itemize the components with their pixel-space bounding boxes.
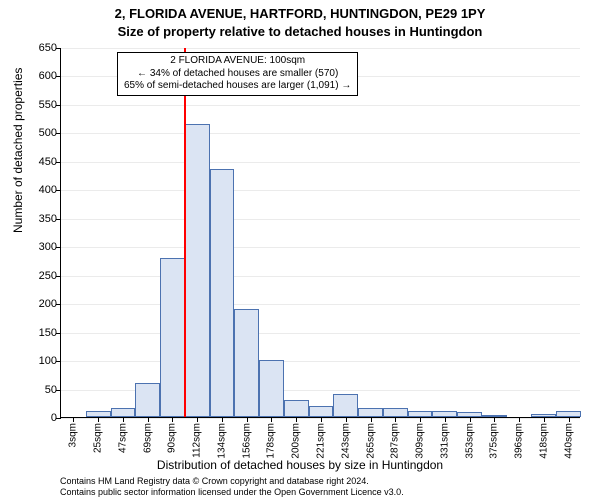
- x-tick-mark: [172, 417, 173, 422]
- y-tick-label: 0: [51, 412, 57, 424]
- x-tick-mark: [470, 417, 471, 422]
- x-tick-label: 25sqm: [93, 423, 104, 453]
- grid-line: [61, 133, 580, 134]
- x-tick-label: 265sqm: [365, 423, 376, 459]
- y-tick-label: 150: [39, 327, 57, 339]
- grid-line: [61, 247, 580, 248]
- y-tick-label: 550: [39, 99, 57, 111]
- reference-line: [184, 48, 186, 417]
- y-tick-label: 350: [39, 213, 57, 225]
- annotation-line-1: 2 FLORIDA AVENUE: 100sqm: [124, 55, 351, 68]
- chart-root: 2, FLORIDA AVENUE, HARTFORD, HUNTINGDON,…: [0, 0, 600, 500]
- footer-line-3: Contains public sector information licen…: [60, 487, 404, 498]
- grid-line: [61, 48, 580, 49]
- bar: [259, 360, 284, 417]
- y-tick-label: 250: [39, 270, 57, 282]
- y-tick-label: 600: [39, 70, 57, 82]
- x-tick-mark: [445, 417, 446, 422]
- y-tick-label: 450: [39, 156, 57, 168]
- y-tick-label: 200: [39, 298, 57, 310]
- x-tick-mark: [222, 417, 223, 422]
- x-tick-mark: [148, 417, 149, 422]
- y-tick-label: 400: [39, 184, 57, 196]
- y-tick-label: 500: [39, 127, 57, 139]
- x-tick-label: 418sqm: [538, 423, 549, 459]
- x-tick-mark: [247, 417, 248, 422]
- x-tick-label: 3sqm: [68, 423, 79, 447]
- x-tick-mark: [346, 417, 347, 422]
- x-tick-label: 309sqm: [415, 423, 426, 459]
- grid-line: [61, 276, 580, 277]
- grid-line: [61, 162, 580, 163]
- x-tick-label: 200sqm: [291, 423, 302, 459]
- x-tick-mark: [569, 417, 570, 422]
- footer-line-1: Contains HM Land Registry data © Crown c…: [60, 476, 404, 487]
- grid-line: [61, 219, 580, 220]
- x-tick-label: 69sqm: [142, 423, 153, 453]
- x-tick-label: 178sqm: [266, 423, 277, 459]
- bar: [135, 383, 160, 417]
- bar: [185, 124, 210, 417]
- x-tick-mark: [197, 417, 198, 422]
- annotation-line-2: ← 34% of detached houses are smaller (57…: [124, 68, 351, 81]
- x-tick-label: 134sqm: [216, 423, 227, 459]
- y-tick-label: 300: [39, 241, 57, 253]
- y-axis-label: Number of detached properties: [11, 68, 25, 233]
- bar: [309, 406, 334, 417]
- grid-line: [61, 361, 580, 362]
- x-axis-label: Distribution of detached houses by size …: [0, 458, 600, 472]
- y-tick-label: 650: [39, 42, 57, 54]
- x-tick-label: 90sqm: [167, 423, 178, 453]
- annotation-line-3: 65% of semi-detached houses are larger (…: [124, 80, 351, 93]
- x-tick-label: 287sqm: [390, 423, 401, 459]
- x-tick-label: 353sqm: [464, 423, 475, 459]
- x-tick-label: 331sqm: [439, 423, 450, 459]
- annotation-box: 2 FLORIDA AVENUE: 100sqm ← 34% of detach…: [117, 52, 358, 96]
- bar: [333, 394, 358, 417]
- grid-line: [61, 105, 580, 106]
- bar: [358, 408, 383, 417]
- x-tick-mark: [494, 417, 495, 422]
- plot-area: 0501001502002503003504004505005506006503…: [60, 48, 580, 418]
- x-tick-mark: [296, 417, 297, 422]
- x-tick-label: 156sqm: [241, 423, 252, 459]
- x-tick-mark: [395, 417, 396, 422]
- x-tick-label: 440sqm: [563, 423, 574, 459]
- y-tick-label: 100: [39, 355, 57, 367]
- x-tick-label: 396sqm: [514, 423, 525, 459]
- x-tick-mark: [420, 417, 421, 422]
- x-tick-mark: [98, 417, 99, 422]
- bar: [383, 408, 408, 417]
- x-tick-mark: [544, 417, 545, 422]
- bar: [284, 400, 309, 417]
- x-tick-mark: [123, 417, 124, 422]
- x-tick-label: 47sqm: [117, 423, 128, 453]
- chart-title-main: 2, FLORIDA AVENUE, HARTFORD, HUNTINGDON,…: [0, 6, 600, 21]
- footer: Contains HM Land Registry data © Crown c…: [0, 476, 404, 498]
- grid-line: [61, 190, 580, 191]
- chart-title-sub: Size of property relative to detached ho…: [0, 24, 600, 39]
- x-tick-label: 243sqm: [340, 423, 351, 459]
- x-tick-mark: [321, 417, 322, 422]
- x-tick-mark: [371, 417, 372, 422]
- x-tick-mark: [271, 417, 272, 422]
- y-tick-label: 50: [45, 384, 57, 396]
- bar: [234, 309, 259, 417]
- bar: [160, 258, 185, 417]
- grid-line: [61, 333, 580, 334]
- bar: [111, 408, 136, 417]
- x-tick-mark: [519, 417, 520, 422]
- x-tick-label: 112sqm: [192, 423, 203, 458]
- x-tick-label: 375sqm: [489, 423, 500, 459]
- grid-line: [61, 304, 580, 305]
- bar: [210, 169, 235, 417]
- x-tick-label: 221sqm: [316, 423, 327, 459]
- x-tick-mark: [73, 417, 74, 422]
